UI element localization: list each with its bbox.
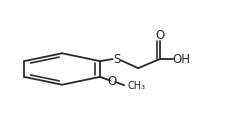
Text: CH₃: CH₃ [127, 81, 145, 91]
Text: O: O [155, 29, 164, 42]
Text: OH: OH [172, 53, 189, 66]
Text: S: S [112, 53, 120, 66]
Text: O: O [107, 75, 116, 88]
